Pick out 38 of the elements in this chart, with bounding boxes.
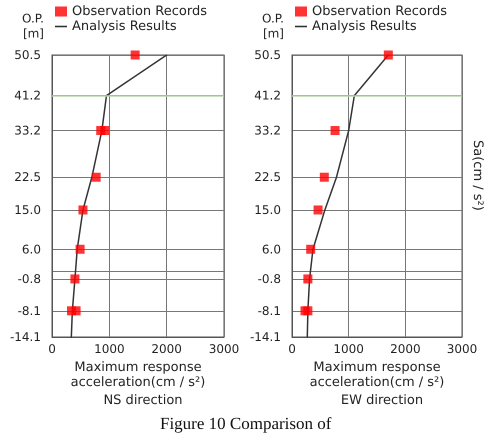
y-tick-label: -8.1: [18, 304, 41, 318]
x-axis-title: Maximum response acceleration(cm / s²): [70, 360, 206, 390]
legend-label: Analysis Results: [72, 19, 177, 34]
y-tick-label: 50.5: [14, 48, 41, 62]
text: NS direction: [103, 393, 183, 408]
y-tick-label: 15.0: [254, 202, 281, 217]
y-tick-label: -0.8: [18, 272, 41, 286]
y-tick-label: 6.0: [262, 242, 281, 256]
x-tick-label: 1000: [333, 342, 364, 356]
y-tick-label: 6.0: [22, 242, 41, 256]
caption: Figure 10 Comparison of: [160, 414, 332, 434]
y-tick-label: 22.5: [254, 170, 281, 184]
y-axis-title: O.P. [m]: [262, 12, 284, 40]
x-tick-label: 3000: [446, 342, 478, 356]
y-tick-label: 22.5: [14, 170, 41, 184]
y-tick-label: 41.2: [254, 88, 281, 103]
y-tick-label: 33.2: [14, 124, 41, 138]
y-axis-title: O.P. [m]: [22, 12, 44, 40]
legend-label: Observation Records: [312, 4, 448, 19]
x-tick-label: 0: [288, 342, 296, 356]
x-tick-label: 0: [48, 342, 56, 356]
y-tick-label: -8.1: [258, 304, 281, 318]
y-tick-label: 41.2: [14, 88, 41, 103]
y-tick-label: 15.0: [14, 202, 41, 217]
text: EW direction: [340, 393, 424, 408]
x-tick-label: 2000: [390, 342, 421, 356]
text: Sa(cm / s²): [470, 140, 484, 211]
y-tick-label: -14.1: [250, 330, 281, 344]
y-tick-label: -0.8: [258, 272, 281, 286]
x-tick-label: 2000: [151, 342, 182, 356]
x-axis-title: Maximum response acceleration(cm / s²): [310, 360, 444, 390]
y-tick-label: 33.2: [254, 124, 281, 138]
x-tick-label: 3000: [208, 342, 240, 356]
x-tick-label: 1000: [94, 342, 125, 356]
legend-label: Observation Records: [72, 4, 208, 19]
legend-label: Analysis Results: [312, 19, 417, 34]
y-tick-label: 50.5: [254, 48, 281, 62]
y-tick-label: -14.1: [10, 330, 41, 344]
